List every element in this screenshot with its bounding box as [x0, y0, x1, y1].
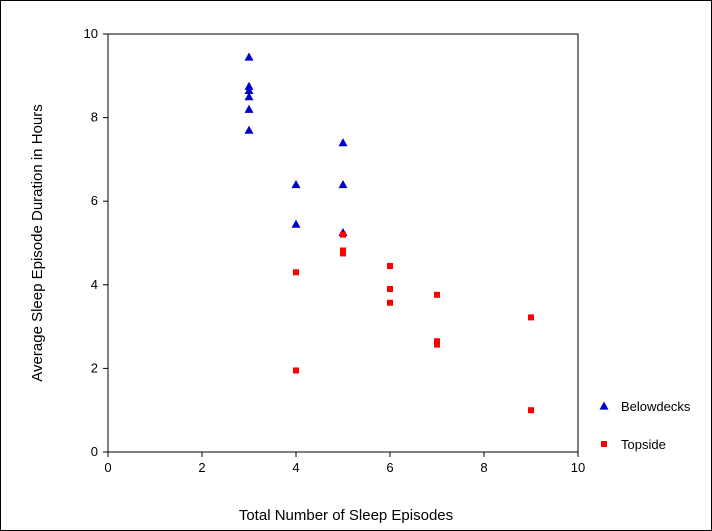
belowdecks-point	[338, 138, 348, 147]
belowdecks-point	[244, 92, 254, 101]
y-tick-label: 2	[91, 360, 98, 375]
topside-point	[434, 291, 440, 298]
topside-point	[387, 285, 393, 292]
y-tick-label: 0	[91, 444, 98, 459]
belowdecks-point	[244, 81, 254, 90]
y-tick-label: 4	[91, 277, 98, 292]
topside-point	[434, 338, 440, 345]
belowdecks-point	[244, 85, 254, 95]
y-axis-title: Average Sleep Episode Duration in Hours	[29, 104, 46, 381]
legend-label-belowdecks: Belowdecks	[621, 399, 691, 414]
y-tick-label: 6	[91, 193, 98, 208]
x-axis-title: Total Number of Sleep Episodes	[239, 507, 453, 524]
belowdecks-legend-marker	[599, 401, 609, 410]
belowdecks-point	[338, 179, 348, 189]
legend-label-topside: Topside	[621, 437, 666, 452]
legend: Belowdecks Topside	[599, 399, 691, 452]
belowdecks-point	[244, 125, 254, 134]
belowdecks-point	[291, 219, 301, 228]
y-tick-label: 8	[91, 110, 98, 125]
x-tick-label: 4	[292, 460, 299, 475]
topside-legend-marker	[601, 441, 607, 447]
x-tick-label: 8	[480, 460, 487, 475]
topside-point	[528, 314, 534, 321]
x-tick-label: 10	[571, 460, 585, 475]
topside-point	[387, 299, 393, 306]
topside-point	[528, 407, 534, 414]
topside-point	[293, 367, 299, 374]
topside-point	[340, 231, 346, 238]
x-axis: 0 2 4 6 8 10	[104, 452, 585, 475]
x-tick-label: 6	[386, 460, 393, 475]
topside-point	[293, 269, 299, 276]
belowdecks-point	[244, 104, 254, 113]
belowdecks-point	[244, 52, 254, 61]
plot-area	[107, 33, 579, 453]
x-tick-label: 2	[198, 460, 205, 475]
topside-point	[387, 262, 393, 269]
x-tick-label: 0	[104, 460, 111, 475]
topside-point	[340, 250, 346, 257]
topside-point	[434, 341, 440, 348]
y-axis: 0 2 4 6 8 10	[84, 26, 108, 459]
belowdecks-point	[291, 179, 301, 189]
data-points	[244, 52, 534, 414]
y-tick-label: 10	[84, 26, 98, 41]
